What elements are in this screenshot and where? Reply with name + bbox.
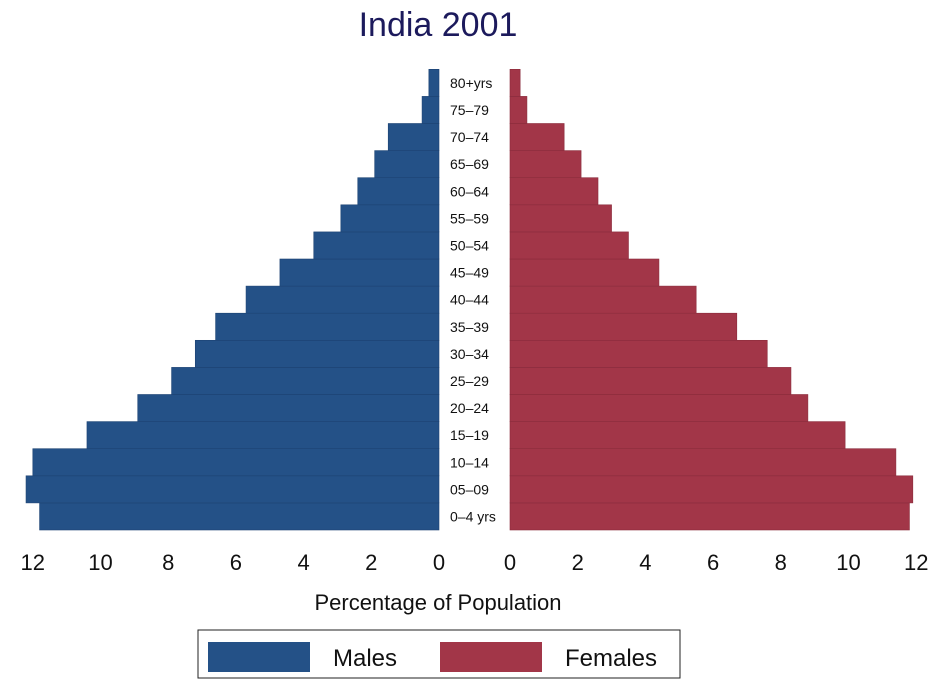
male-bar-60-64 bbox=[357, 177, 440, 206]
age-label-35-39: 35–39 bbox=[450, 319, 489, 335]
male-bar-0-4-yrs bbox=[39, 502, 440, 531]
x-tick-left-12: 12 bbox=[21, 550, 45, 575]
female-bar-35-39 bbox=[509, 312, 738, 341]
age-label-05-09: 05–09 bbox=[450, 481, 489, 497]
male-bar-40-44 bbox=[245, 285, 440, 314]
x-tick-left-4: 4 bbox=[297, 550, 309, 575]
x-tick-left-0: 0 bbox=[433, 550, 445, 575]
female-bar-0-4-yrs bbox=[509, 502, 910, 531]
x-tick-left-8: 8 bbox=[162, 550, 174, 575]
male-bar-35-39 bbox=[215, 312, 440, 341]
female-bar-60-64 bbox=[509, 177, 599, 206]
female-bar-45-49 bbox=[509, 258, 660, 287]
male-bar-80-yrs bbox=[428, 69, 440, 97]
legend-label-females: Females bbox=[565, 645, 657, 672]
females-bars bbox=[509, 69, 914, 531]
female-bar-75-79 bbox=[509, 96, 528, 124]
x-tick-right-12: 12 bbox=[904, 550, 928, 575]
male-bar-65-69 bbox=[374, 150, 440, 179]
age-label-30-34: 30–34 bbox=[450, 346, 489, 362]
age-label-80-yrs: 80+yrs bbox=[450, 75, 492, 91]
female-bar-80-yrs bbox=[509, 69, 521, 97]
age-label-75-79: 75–79 bbox=[450, 102, 489, 118]
age-label-40-44: 40–44 bbox=[450, 292, 489, 308]
x-tick-left-2: 2 bbox=[365, 550, 377, 575]
female-bar-30-34 bbox=[509, 339, 768, 368]
age-label-0-4-yrs: 0–4 yrs bbox=[450, 508, 496, 524]
female-bar-10-14 bbox=[509, 448, 897, 477]
female-bar-65-69 bbox=[509, 150, 582, 179]
male-bar-70-74 bbox=[387, 123, 440, 151]
male-bar-45-49 bbox=[279, 258, 440, 287]
x-tick-right-6: 6 bbox=[707, 550, 719, 575]
male-bar-30-34 bbox=[194, 339, 440, 368]
legend-swatch-males bbox=[208, 642, 310, 672]
male-bar-50-54 bbox=[313, 231, 440, 260]
female-bar-55-59 bbox=[509, 204, 612, 233]
age-label-10-14: 10–14 bbox=[450, 454, 489, 470]
male-bar-55-59 bbox=[340, 204, 440, 233]
male-bar-25-29 bbox=[171, 367, 440, 395]
x-tick-right-4: 4 bbox=[639, 550, 651, 575]
female-bar-40-44 bbox=[509, 285, 697, 314]
female-bar-15-19 bbox=[509, 421, 846, 450]
chart-title: India 2001 bbox=[359, 6, 518, 44]
x-axis-ticks: 12 10 8 6 4 2 0 0 2 4 6 8 10 12 bbox=[21, 550, 929, 575]
female-bar-50-54 bbox=[509, 231, 629, 260]
age-label-55-59: 55–59 bbox=[450, 210, 489, 226]
age-label-50-54: 50–54 bbox=[450, 237, 489, 253]
male-bar-15-19 bbox=[86, 421, 440, 450]
male-bar-20-24 bbox=[137, 394, 440, 422]
x-tick-right-0: 0 bbox=[504, 550, 516, 575]
male-bar-05-09 bbox=[25, 475, 440, 504]
age-label-45-49: 45–49 bbox=[450, 265, 489, 281]
female-bar-70-74 bbox=[509, 123, 565, 151]
x-tick-right-2: 2 bbox=[572, 550, 584, 575]
legend: Males Females bbox=[197, 629, 681, 679]
female-bar-20-24 bbox=[509, 394, 809, 422]
age-label-15-19: 15–19 bbox=[450, 427, 489, 443]
legend-label-males: Males bbox=[333, 645, 397, 672]
male-bar-75-79 bbox=[421, 96, 440, 124]
female-bar-05-09 bbox=[509, 475, 914, 504]
legend-swatch-females bbox=[440, 642, 542, 672]
age-label-20-24: 20–24 bbox=[450, 400, 489, 416]
age-group-labels: 0–4 yrs 05–09 10–14 15–19 20–24 25–29 30–34 35–… bbox=[450, 75, 496, 525]
x-tick-right-8: 8 bbox=[775, 550, 787, 575]
males-bars bbox=[25, 69, 440, 531]
male-bar-10-14 bbox=[32, 448, 440, 477]
x-tick-left-10: 10 bbox=[88, 550, 112, 575]
age-label-70-74: 70–74 bbox=[450, 129, 489, 145]
x-tick-left-6: 6 bbox=[230, 550, 242, 575]
female-bar-25-29 bbox=[509, 367, 792, 395]
age-label-25-29: 25–29 bbox=[450, 373, 489, 389]
x-axis-label: Percentage of Population bbox=[314, 590, 561, 615]
age-label-65-69: 65–69 bbox=[450, 156, 489, 172]
age-label-60-64: 60–64 bbox=[450, 183, 489, 199]
x-tick-right-10: 10 bbox=[836, 550, 860, 575]
